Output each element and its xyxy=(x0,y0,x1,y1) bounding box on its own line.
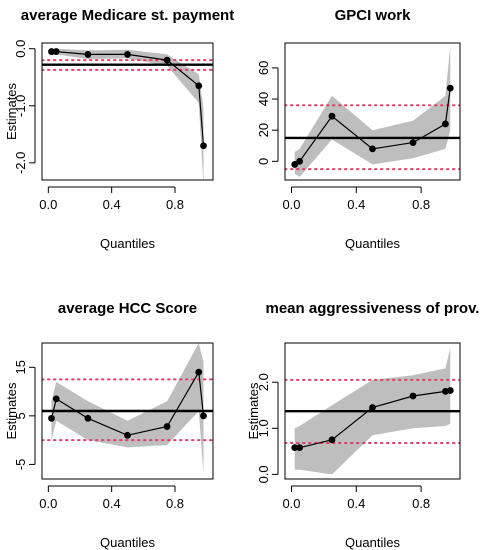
y-tick-label: 2.0 xyxy=(256,373,271,391)
y-tick-label: -5 xyxy=(13,459,28,471)
x-tick-label: 0.0 xyxy=(39,197,57,212)
data-point xyxy=(369,145,376,153)
data-point xyxy=(84,51,92,58)
data-point xyxy=(195,368,203,376)
data-point xyxy=(200,142,207,150)
chart-title: GPCI work xyxy=(335,7,412,24)
data-point xyxy=(409,139,417,147)
y-tick-label: 0 xyxy=(256,158,271,165)
confidence-band xyxy=(51,343,204,475)
data-point xyxy=(296,157,303,165)
data-point xyxy=(328,436,336,444)
x-axis-label: Quantiles xyxy=(100,535,155,550)
data-point xyxy=(52,48,60,55)
data-point xyxy=(124,431,131,439)
x-tick-label: 0.4 xyxy=(347,496,365,511)
x-axis-label: Quantiles xyxy=(345,236,400,251)
plot-frame xyxy=(284,342,461,480)
data-point xyxy=(84,414,92,422)
y-tick-label: 40 xyxy=(256,92,271,106)
plot-area xyxy=(285,46,460,177)
data-point xyxy=(48,414,55,422)
panel-2: 0.0 0.4 0.8 0 20 40 60 GPCI work Quantiles xyxy=(256,7,461,251)
plot-area xyxy=(285,347,460,475)
panel-1: 0.0 0.4 0.8 0.0 -1.0 -2.0 average Medicare st.… xyxy=(4,7,234,251)
data-point xyxy=(163,423,171,430)
data-point xyxy=(409,392,417,400)
data-point xyxy=(446,84,454,92)
y-axis-label: Estimates xyxy=(4,82,19,140)
data-point xyxy=(328,112,336,120)
y-tick-label: 15 xyxy=(13,360,28,374)
data-point xyxy=(296,444,303,452)
y-tick-label: 20 xyxy=(256,123,271,137)
data-point xyxy=(124,51,131,58)
data-point xyxy=(195,82,203,90)
y-tick-label: 0.0 xyxy=(256,465,271,483)
chart-title: average Medicare st. payment xyxy=(21,7,234,24)
plot-frame xyxy=(41,342,214,480)
plot-frame xyxy=(284,42,461,181)
x-tick-label: 0.0 xyxy=(39,496,57,511)
x-tick-label: 0.4 xyxy=(103,496,121,511)
panel-4: 0.0 0.4 0.8 0.0 1.0 2.0 mean aggressiveness of… xyxy=(246,300,479,550)
chart-title: average HCC Score xyxy=(58,300,197,317)
data-point xyxy=(200,412,207,420)
plot-frame xyxy=(41,42,214,181)
plot-area xyxy=(42,343,213,475)
data-point xyxy=(442,120,449,128)
plot-area xyxy=(42,48,213,180)
y-axis-label: Estimates xyxy=(4,382,19,440)
y-axis-label: Estimates xyxy=(246,382,261,440)
x-tick-label: 0.8 xyxy=(412,496,430,511)
y-tick-label: 5 xyxy=(13,412,28,419)
x-tick-label: 0.8 xyxy=(412,197,430,212)
data-point xyxy=(446,387,454,394)
x-tick-label: 0.4 xyxy=(347,197,365,212)
chart-title: mean aggressiveness of prov. xyxy=(266,300,480,317)
panel-3: 0.0 0.4 0.8 -5 5 15 average HCC Score Quantiles… xyxy=(4,300,214,550)
confidence-band xyxy=(294,46,451,177)
x-tick-label: 0.0 xyxy=(282,197,300,212)
x-tick-label: 0.4 xyxy=(103,197,121,212)
y-tick-label: 1.0 xyxy=(256,419,271,437)
data-point xyxy=(52,395,60,403)
x-axis-label: Quantiles xyxy=(345,535,400,550)
x-tick-label: 0.8 xyxy=(166,496,184,511)
x-tick-label: 0.8 xyxy=(166,197,184,212)
y-tick-label: 0.0 xyxy=(13,40,28,58)
y-tick-label: -2.0 xyxy=(13,152,28,174)
x-tick-label: 0.0 xyxy=(282,496,300,511)
data-point xyxy=(291,161,299,168)
data-point xyxy=(48,48,55,55)
data-point xyxy=(291,444,299,452)
data-point xyxy=(163,56,171,64)
y-tick-label: 60 xyxy=(256,61,271,75)
x-axis-label: Quantiles xyxy=(100,236,155,251)
y-tick-label: -1.0 xyxy=(13,95,28,117)
data-point xyxy=(369,404,376,411)
